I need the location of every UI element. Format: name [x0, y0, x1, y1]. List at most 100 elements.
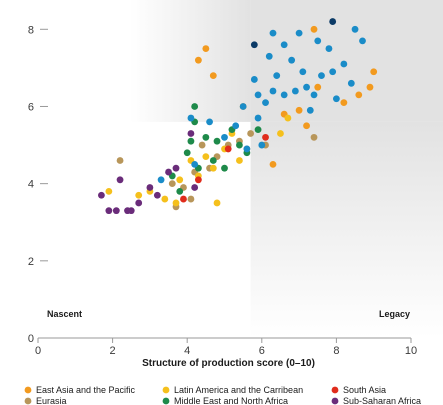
legend-label: Sub-Saharan Africa	[343, 396, 421, 405]
data-point	[351, 25, 359, 33]
data-point	[172, 164, 180, 172]
data-point	[314, 83, 322, 91]
legend-label: Eurasia	[36, 396, 67, 405]
data-point	[254, 91, 262, 99]
data-points	[98, 18, 378, 215]
data-point	[262, 133, 269, 141]
legend-label: Middle East and North Africa	[174, 396, 288, 405]
legend-marker	[331, 397, 339, 405]
data-point	[280, 91, 288, 99]
data-point	[135, 199, 143, 207]
data-point	[191, 103, 199, 110]
data-point	[340, 60, 348, 68]
data-point	[187, 137, 195, 145]
data-point	[355, 91, 363, 99]
data-point	[277, 130, 284, 137]
data-point	[157, 176, 165, 184]
legend-marker	[24, 386, 32, 394]
data-point	[333, 95, 340, 103]
data-point	[198, 141, 206, 149]
data-point	[295, 29, 303, 37]
data-point	[280, 41, 288, 49]
legend: East Asia and the Pacific Latin America a…	[24, 385, 421, 405]
data-point	[310, 133, 318, 141]
data-point	[176, 176, 184, 184]
data-point	[340, 99, 348, 107]
data-point	[202, 133, 210, 141]
data-point	[202, 153, 210, 161]
data-point	[284, 114, 292, 122]
legend-marker	[162, 386, 170, 394]
corner-label-legacy: Legacy	[379, 309, 410, 319]
data-point	[232, 122, 240, 130]
data-point	[236, 157, 243, 164]
data-point	[180, 195, 187, 203]
data-point	[250, 41, 258, 49]
data-point	[187, 114, 195, 122]
data-point	[303, 122, 310, 130]
data-point	[135, 191, 143, 199]
data-point	[105, 207, 113, 215]
data-point	[273, 72, 281, 79]
data-point	[250, 76, 258, 83]
data-point	[370, 68, 378, 76]
data-point	[168, 180, 176, 188]
y-tick-label: 0	[28, 333, 34, 345]
data-point	[209, 72, 217, 79]
data-point	[213, 199, 221, 207]
x-tick-label: 6	[259, 345, 265, 357]
y-tick-label: 8	[28, 24, 34, 36]
data-point	[269, 160, 277, 168]
y-tick-label: 6	[28, 101, 34, 113]
data-point	[146, 184, 154, 191]
data-point	[306, 106, 314, 114]
data-point	[191, 184, 199, 191]
data-point	[295, 106, 303, 114]
data-point	[239, 103, 247, 110]
data-point	[288, 56, 296, 64]
data-point	[303, 83, 310, 91]
data-point	[347, 79, 355, 87]
data-point	[247, 130, 255, 137]
data-point	[213, 137, 221, 145]
legend-marker	[331, 386, 339, 394]
data-point	[366, 83, 374, 91]
legend-marker	[24, 397, 32, 405]
data-point	[291, 87, 299, 95]
data-point	[187, 195, 195, 203]
data-point	[221, 133, 228, 141]
data-point	[209, 164, 217, 172]
data-point	[310, 25, 318, 33]
data-point	[127, 207, 135, 215]
data-point	[254, 126, 262, 134]
data-point	[194, 176, 202, 184]
x-tick-label: 2	[110, 345, 116, 357]
data-point	[176, 187, 184, 195]
data-point	[105, 187, 113, 195]
data-point	[329, 68, 337, 76]
data-point	[224, 145, 232, 153]
data-point	[236, 141, 243, 149]
data-point	[161, 195, 169, 203]
data-point	[269, 29, 277, 37]
legend-label: South Asia	[343, 385, 386, 395]
data-point	[314, 37, 322, 45]
data-point	[183, 149, 191, 157]
lower-right-shade	[250, 121, 443, 338]
data-point	[187, 130, 195, 137]
data-point	[262, 99, 269, 107]
data-point	[206, 118, 213, 126]
data-point	[254, 114, 262, 122]
data-point	[325, 45, 333, 52]
data-point	[243, 145, 251, 153]
upper-left-shade	[130, 0, 251, 122]
data-point	[112, 207, 120, 215]
y-tick-label: 2	[28, 256, 34, 268]
x-tick-label: 8	[333, 345, 339, 357]
data-point	[318, 72, 325, 79]
data-point	[269, 87, 277, 95]
data-point	[359, 37, 366, 45]
data-point	[258, 141, 266, 149]
x-tick-label: 0	[35, 345, 41, 357]
